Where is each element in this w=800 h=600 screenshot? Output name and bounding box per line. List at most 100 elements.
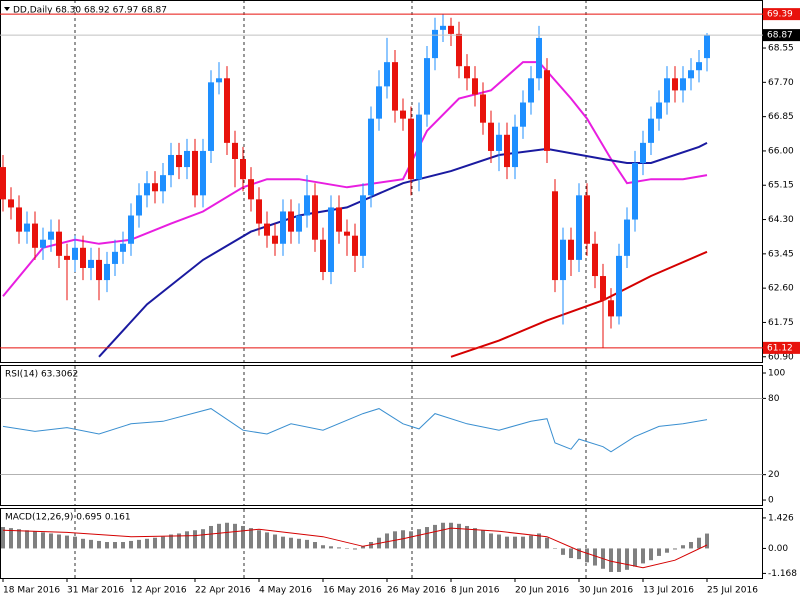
macd-bar [0, 527, 5, 549]
x-tick-label: 4 May 2016 [259, 586, 312, 596]
candle-body [264, 223, 270, 236]
macd-bar [465, 525, 469, 549]
x-tick-label: 22 Apr 2016 [195, 586, 251, 596]
candle-body [520, 102, 526, 127]
price-label-box [763, 341, 800, 354]
macd-bar [577, 548, 581, 560]
candle-body [296, 215, 302, 232]
macd-bar [569, 548, 573, 559]
y-tick-label: 68.55 [768, 44, 794, 54]
candle-body [232, 142, 238, 160]
price-label: 61.12 [767, 343, 793, 353]
macd-bar [97, 540, 101, 549]
rsi-frame [0, 365, 763, 506]
macd-bar [489, 533, 493, 549]
macd-bar [33, 531, 37, 549]
macd-bar [201, 529, 205, 549]
candle-body [176, 154, 182, 168]
candle-body [80, 247, 86, 268]
macd-bar [225, 522, 229, 549]
y-tick-label: 60.90 [768, 352, 794, 362]
x-tick-label: 26 May 2016 [387, 586, 446, 596]
macd-bar [409, 531, 413, 549]
x-tick-label: 20 Jun 2016 [515, 586, 569, 596]
menu-arrow[interactable] [4, 7, 10, 11]
macd-bar [449, 522, 453, 549]
macd-bar [425, 527, 429, 549]
macd-bar [17, 529, 21, 549]
candle-body [200, 150, 206, 196]
price-label: 68.87 [767, 31, 793, 41]
candle-body [456, 33, 462, 67]
macd-bar [553, 548, 557, 549]
macd-bar [537, 533, 541, 549]
candle-body [128, 215, 134, 244]
candle-body [384, 62, 390, 87]
macd-bar [193, 530, 197, 549]
y-tick-label: 67.70 [768, 78, 794, 88]
candle-body [392, 62, 398, 111]
macd-bar [545, 537, 549, 549]
candle-body [208, 82, 214, 151]
y-tick-label: 62.60 [768, 284, 794, 294]
macd-bar [89, 539, 93, 549]
macd-bar [137, 539, 141, 549]
macd-bar [633, 548, 637, 567]
macd-bar [401, 530, 405, 549]
macd-bar [281, 536, 285, 549]
price-label-box [763, 29, 800, 42]
candle-body [280, 211, 286, 244]
candle-body [464, 66, 470, 79]
candle-body [360, 195, 366, 256]
candle-body [568, 239, 574, 260]
macd-bar [497, 534, 501, 549]
candle-body [192, 150, 198, 196]
macd-bar [73, 536, 77, 549]
y-tick-label: 1.426 [768, 513, 794, 523]
candle-body [120, 243, 126, 252]
y-tick-label: 65.15 [768, 181, 794, 191]
candle-body [432, 29, 438, 59]
candle-body [40, 239, 46, 248]
y-tick-label: 80 [768, 394, 780, 404]
candle-body [304, 195, 310, 216]
macd-bar [41, 532, 45, 549]
x-tick-label: 8 Jun 2016 [451, 586, 500, 596]
y-tick-label: 63.45 [768, 249, 794, 259]
macd-bar [49, 533, 53, 549]
macd-bar [329, 546, 333, 549]
y-tick-label: 66.85 [768, 112, 794, 122]
macd-bar [513, 536, 517, 549]
candle-body [664, 78, 670, 103]
signal-line [2, 527, 708, 569]
candle-body [16, 207, 22, 232]
macd-bar [473, 528, 477, 549]
macd-bar [609, 548, 613, 572]
macd-bar [145, 538, 149, 549]
macd-bar [297, 538, 301, 549]
candle-body [632, 163, 638, 220]
macd-bar [177, 533, 181, 549]
macd-bar [481, 530, 485, 549]
macd-bar [641, 548, 645, 564]
macd-bar [505, 536, 509, 549]
candle-body [344, 231, 350, 236]
candle-body [544, 70, 550, 151]
candle-body [288, 211, 294, 232]
macd-bar [9, 528, 13, 549]
candle-body [560, 239, 566, 281]
candle-body [64, 255, 70, 260]
candle-body [424, 58, 430, 115]
macd-bar [457, 523, 461, 549]
macd-bar [673, 548, 677, 550]
candle-body [552, 191, 558, 281]
candle-body [576, 195, 582, 260]
macd-bar [121, 542, 125, 549]
candle-body [512, 126, 518, 168]
macd-bar [625, 548, 629, 570]
macd-bar [105, 542, 109, 549]
candle-body [56, 231, 62, 256]
macd-bar [185, 531, 189, 549]
macd-bar [441, 522, 445, 549]
